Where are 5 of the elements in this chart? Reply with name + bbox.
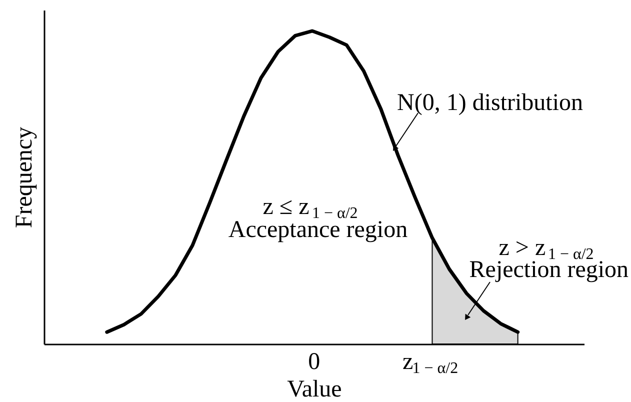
x-axis-title: Value <box>287 376 342 402</box>
annotation: Acceptance region <box>228 217 408 243</box>
text: 0 <box>308 349 320 375</box>
annotation: N(0, 1) distribution <box>397 90 583 116</box>
y-axis-title: Frequency <box>12 126 38 228</box>
